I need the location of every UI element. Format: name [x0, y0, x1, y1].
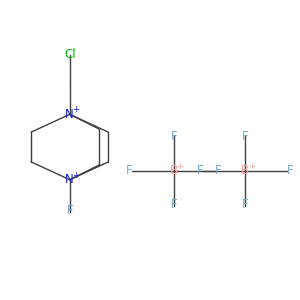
- Text: B: B: [170, 164, 178, 177]
- Text: B: B: [241, 164, 249, 177]
- Text: F: F: [286, 164, 293, 177]
- Text: N: N: [65, 173, 74, 186]
- Text: +: +: [248, 162, 255, 171]
- Text: F: F: [242, 130, 248, 143]
- Text: F: F: [242, 199, 248, 212]
- Text: F: F: [66, 204, 73, 218]
- Text: F: F: [215, 164, 222, 177]
- Text: N: N: [65, 108, 74, 121]
- Text: F: F: [170, 130, 177, 143]
- Text: F: F: [170, 199, 177, 212]
- Text: F: F: [126, 164, 133, 177]
- Text: Cl: Cl: [64, 48, 76, 62]
- Text: F: F: [197, 164, 204, 177]
- Text: +: +: [177, 162, 184, 171]
- Text: +: +: [73, 171, 80, 180]
- Text: +: +: [73, 105, 80, 114]
